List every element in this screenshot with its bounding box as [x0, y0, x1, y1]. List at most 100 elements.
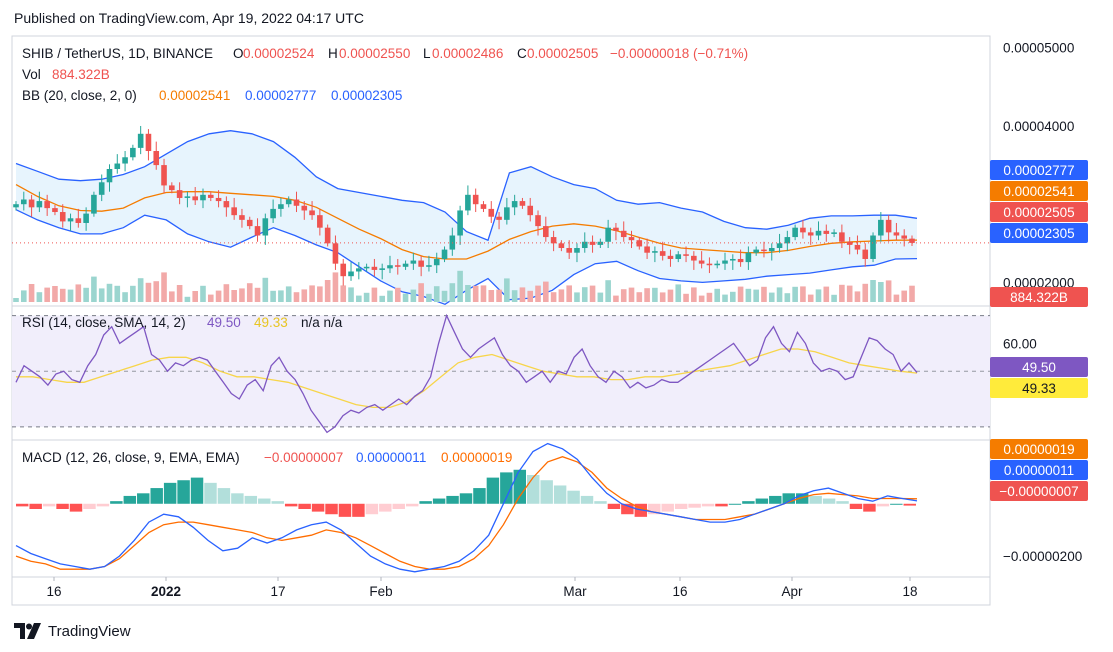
time-axis-tick-label: Apr — [781, 584, 803, 599]
volume-bar — [192, 291, 198, 302]
candle-body — [207, 194, 214, 198]
candle-body — [285, 199, 292, 205]
candle-body — [613, 227, 619, 231]
macd-histogram-bar — [567, 490, 580, 504]
candle-body — [628, 237, 635, 241]
macd-histogram-bar — [163, 482, 177, 504]
volume-bar — [511, 290, 518, 302]
candle-body — [91, 194, 97, 214]
candle-body — [846, 241, 853, 245]
macd-histogram-bar — [795, 493, 809, 504]
macd-histogram-bar — [553, 485, 567, 504]
candle-body — [496, 216, 502, 220]
candle-body — [98, 182, 105, 195]
macd-histogram-bar — [674, 503, 688, 509]
volume-bar — [223, 284, 230, 302]
macd-histogram-bar — [809, 495, 822, 504]
legend-high: 0.00002550 — [339, 46, 410, 61]
volume-bar — [114, 285, 121, 302]
candle-body — [324, 227, 331, 244]
tradingview-logo[interactable]: TradingView — [14, 620, 131, 642]
macd-histogram-bar — [446, 495, 459, 504]
tag-rsi-bg — [990, 357, 1088, 377]
candle-body — [644, 246, 650, 253]
candle-body — [566, 248, 572, 253]
volume-bar — [854, 291, 861, 302]
candle-body — [106, 169, 113, 183]
volume-bar — [659, 292, 666, 302]
macd-histogram-bar — [621, 503, 634, 515]
macd-histogram-bar — [217, 488, 231, 504]
macd-histogram-bar — [822, 498, 836, 504]
macd-histogram-bar — [903, 503, 916, 506]
candle-body — [730, 258, 736, 261]
volume-bar — [730, 291, 736, 302]
legend-volume: 884.322B — [52, 67, 110, 82]
legend-open: 0.00002524 — [243, 46, 315, 61]
volume-bar — [13, 298, 19, 302]
volume-bar — [636, 292, 643, 302]
volume-bar — [426, 293, 432, 302]
macd-histogram-bar — [271, 501, 284, 504]
candle-body — [184, 196, 191, 198]
volume-bar — [340, 285, 347, 302]
candle-body — [394, 265, 401, 267]
candle-body — [67, 218, 74, 222]
candle-body — [13, 204, 19, 208]
candle-body — [667, 255, 674, 259]
candle-body — [753, 249, 759, 253]
volume-bar — [784, 293, 791, 302]
volume-bar — [301, 289, 308, 302]
bb-fill — [16, 130, 917, 305]
macd-histogram-bar — [742, 501, 755, 504]
candle-body — [426, 265, 432, 267]
volume-bar — [605, 280, 611, 302]
tag-rsi-ma-bg — [990, 378, 1088, 398]
volume-bar — [698, 295, 705, 302]
volume-bar — [59, 288, 66, 302]
legend-macd-label: MACD (12, 26, close, 9, EMA, EMA) — [22, 450, 240, 465]
macd-histogram-bar — [325, 503, 338, 515]
candle-body — [44, 201, 50, 209]
candle-body — [815, 230, 822, 236]
volume-bar — [504, 278, 510, 302]
time-axis-tick-label: 16 — [46, 584, 61, 599]
macd-pane[interactable] — [15, 442, 918, 573]
candle-body — [558, 243, 565, 249]
tag-volume-bg — [990, 287, 1088, 307]
macd-histogram-bar — [204, 482, 217, 504]
candle-body — [75, 218, 82, 223]
candle-body — [317, 215, 323, 228]
volume-bar — [597, 292, 604, 302]
candle-body — [691, 255, 697, 261]
volume-bar — [67, 289, 74, 302]
legend-rsi-na: n/a n/a — [301, 315, 343, 330]
candle-body — [792, 227, 798, 238]
candle-body — [675, 254, 682, 259]
volume-bar — [581, 287, 588, 302]
volume-bar — [480, 285, 487, 302]
volume-bar — [792, 286, 798, 302]
volume-bar — [566, 285, 572, 302]
legend-macd-hist: −0.00000007 — [264, 450, 343, 465]
macd-histogram-bar — [527, 475, 540, 504]
volume-bar — [176, 285, 183, 302]
candle-body — [854, 244, 861, 250]
volume-bar — [441, 290, 448, 302]
volume-bar — [823, 286, 830, 302]
macd-histogram-bar — [29, 503, 42, 509]
volume-bar — [418, 283, 424, 302]
tag-volume: 884.322B — [1010, 290, 1068, 305]
candle-body — [776, 243, 783, 249]
candle-body — [270, 208, 276, 219]
rsi-pane[interactable] — [12, 313, 990, 434]
candle-body — [761, 249, 767, 252]
price-axis-tick-label: 0.00005000 — [1003, 41, 1074, 56]
price-pane[interactable] — [12, 125, 990, 306]
volume-bar — [153, 281, 160, 302]
candle-body — [20, 199, 27, 205]
candle-body — [823, 230, 830, 234]
legend-low-label: L — [423, 46, 431, 61]
volume-bar — [387, 290, 393, 302]
